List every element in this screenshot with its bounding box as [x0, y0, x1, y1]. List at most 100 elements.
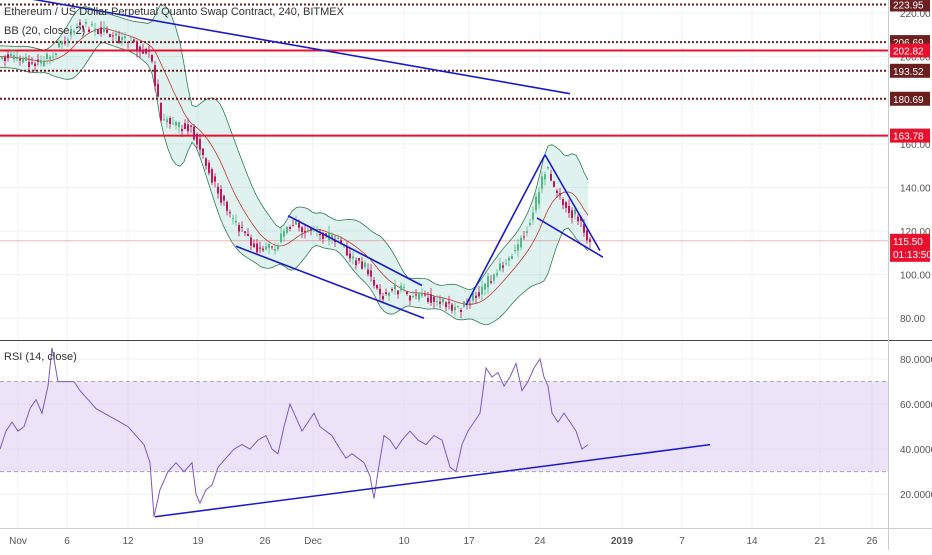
candle-body — [346, 246, 348, 256]
rsi-indicator-label[interactable]: RSI (14, close) — [4, 351, 77, 363]
candle-body — [529, 223, 531, 225]
current-price-badge[interactable] — [890, 233, 930, 262]
price-level-badge-label: 202.82 — [893, 47, 924, 58]
candle-body — [43, 62, 45, 67]
trendline[interactable] — [0, 0, 571, 95]
candle-body — [13, 55, 15, 60]
candle-body — [49, 56, 51, 60]
candle-body — [334, 240, 336, 243]
candle-body — [574, 209, 576, 215]
candle-body — [391, 288, 393, 291]
price-tick-label: 140.00 — [900, 183, 931, 194]
candle-body — [259, 247, 261, 249]
candle-body — [589, 239, 591, 243]
candle-body — [415, 294, 417, 296]
candle-body — [403, 287, 405, 289]
price-tick-label: 100.00 — [900, 271, 931, 282]
trendline[interactable] — [287, 215, 423, 287]
candle-body — [220, 189, 222, 203]
candle-body — [511, 255, 513, 259]
trendline[interactable] — [465, 154, 546, 306]
candle-body — [571, 210, 573, 219]
price-level-badge[interactable] — [890, 128, 930, 143]
candle-body — [532, 212, 534, 220]
candle-body — [1, 57, 3, 59]
price-level-badge[interactable] — [890, 43, 930, 58]
candle-body — [85, 21, 87, 24]
bb-indicator-label[interactable]: BB (20, close, 2) — [4, 25, 86, 37]
axis-layer[interactable]: 80.00100.00120.00140.00160.00180.00200.0… — [9, 0, 932, 547]
candle-body — [73, 31, 75, 33]
candle-body — [340, 240, 342, 244]
candle-body — [349, 253, 351, 259]
candle-body — [295, 221, 297, 225]
candle-body — [451, 304, 453, 311]
candle-body — [283, 230, 285, 237]
candle-body — [94, 28, 96, 32]
current-price-label: 115.50 — [893, 237, 923, 248]
candle-body — [499, 263, 501, 271]
candle-body — [544, 174, 546, 180]
symbol-title[interactable]: Ethereum / US Dollar Perpetual Quanto Sw… — [4, 6, 344, 18]
candle-body — [436, 301, 438, 303]
candle-body — [79, 22, 81, 26]
candle-body — [424, 294, 426, 296]
price-tick-label: 80.00 — [900, 314, 925, 325]
rsi-tick-label: 40.0000 — [900, 445, 932, 456]
price-tick-label: 220.00 — [900, 9, 931, 20]
trendline[interactable] — [536, 217, 604, 258]
candle-body — [385, 292, 387, 294]
candle-body — [139, 46, 141, 52]
candle-body — [406, 291, 408, 294]
candle-body — [556, 190, 558, 193]
bb-basis-line — [0, 28, 589, 305]
candle-body — [244, 231, 246, 234]
price-level-badge[interactable] — [890, 0, 930, 12]
trendline[interactable] — [235, 245, 425, 319]
candle-body — [331, 234, 333, 239]
candle-body — [157, 83, 159, 97]
time-tick-label: Dec — [304, 536, 322, 547]
candle-body — [115, 33, 117, 36]
candle-body — [163, 119, 165, 121]
candle-body — [523, 236, 525, 238]
price-level-badge[interactable] — [890, 63, 930, 78]
candle-body — [238, 225, 240, 232]
candle-body — [61, 41, 63, 45]
price-level-badge[interactable] — [890, 91, 930, 106]
candle-body — [304, 230, 306, 233]
time-tick-label: 17 — [463, 536, 475, 547]
time-tick-label: Nov — [9, 536, 27, 547]
candle-body — [484, 283, 486, 290]
candle-body — [31, 62, 33, 64]
rsi-line — [0, 347, 589, 517]
candle-body — [208, 162, 210, 174]
candle-body — [46, 53, 48, 60]
candle-body — [388, 292, 390, 297]
rsi-layer — [0, 347, 888, 518]
candle-body — [568, 206, 570, 213]
trendline-layer[interactable] — [0, 0, 604, 319]
trendline[interactable] — [544, 154, 601, 252]
candle-body — [397, 290, 399, 295]
candle-body — [58, 42, 60, 48]
candle-body — [52, 56, 54, 58]
time-tick-label: 19 — [192, 536, 204, 547]
candle-body — [583, 224, 585, 233]
candle-body — [337, 237, 339, 239]
candle-body — [286, 227, 288, 233]
candle-body — [40, 60, 42, 64]
candle-body — [442, 297, 444, 303]
candle-body — [202, 148, 204, 156]
candle-body — [457, 306, 459, 308]
candle-body — [28, 61, 30, 68]
candle-body — [151, 54, 153, 62]
time-tick-label: 24 — [534, 536, 546, 547]
candle-body — [7, 54, 9, 59]
rsi-trendline[interactable] — [154, 443, 711, 518]
candle-body — [280, 233, 282, 243]
candle-body — [382, 296, 384, 300]
candle-body — [265, 246, 267, 250]
